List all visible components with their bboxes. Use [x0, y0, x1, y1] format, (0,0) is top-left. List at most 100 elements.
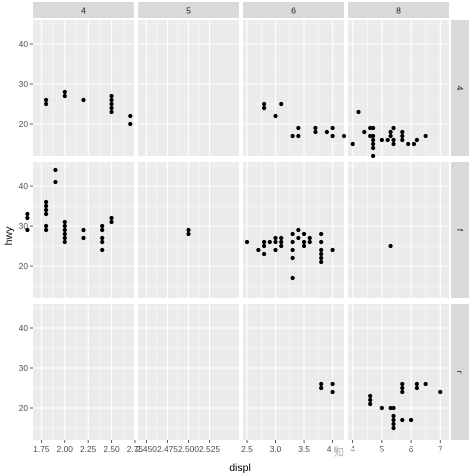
data-point: [400, 133, 405, 139]
x-tick-label: 5: [380, 444, 385, 454]
data-point: [62, 227, 67, 233]
data-point: [379, 137, 384, 143]
data-point: [368, 133, 373, 139]
data-point: [290, 133, 295, 139]
data-point: [128, 121, 133, 127]
data-point: [301, 239, 307, 245]
data-point: [356, 109, 361, 115]
data-point: [388, 129, 393, 135]
panel-6-f: [243, 162, 344, 298]
panel-background: [33, 304, 134, 440]
data-point: [43, 223, 49, 229]
data-point: [391, 405, 396, 411]
data-point: [62, 89, 67, 95]
data-point: [279, 243, 284, 249]
facet-panels: [25, 20, 449, 440]
data-point: [186, 231, 191, 237]
data-point: [319, 385, 324, 391]
data-point: [186, 227, 191, 233]
data-point: [81, 235, 86, 241]
data-point: [362, 129, 367, 135]
column-strip-label: 6: [291, 6, 296, 16]
panel-4-r: [33, 304, 134, 440]
data-point: [330, 125, 335, 131]
column-strip-8: [348, 2, 449, 18]
x-tick-label: 2.525: [199, 444, 220, 454]
y-tick-label: 40: [19, 181, 29, 191]
y-tick-label: 20: [19, 403, 29, 413]
data-point: [109, 215, 114, 221]
data-point: [128, 113, 133, 119]
data-point: [25, 215, 30, 221]
data-point: [379, 405, 384, 411]
data-point: [391, 425, 396, 431]
data-point: [296, 227, 301, 233]
data-point: [43, 227, 49, 233]
data-point: [391, 413, 396, 419]
panel-background: [348, 304, 449, 440]
data-point: [244, 239, 250, 245]
data-point: [368, 125, 373, 131]
panel-4-4: [33, 20, 134, 156]
data-point: [262, 105, 267, 111]
data-point: [423, 133, 428, 139]
data-point: [100, 239, 105, 245]
data-point: [109, 219, 114, 225]
data-point: [319, 231, 324, 237]
row-strip-label: r: [455, 371, 465, 374]
column-strip-4: [33, 2, 134, 18]
row-strip-f: [451, 162, 469, 298]
data-point: [273, 113, 278, 119]
data-point: [400, 385, 405, 391]
data-point: [273, 239, 278, 245]
data-point: [313, 125, 318, 131]
data-point: [330, 381, 335, 387]
x-tick-label: 2.75: [127, 444, 144, 454]
data-point: [81, 227, 86, 233]
data-point: [341, 133, 347, 139]
data-point: [296, 125, 301, 131]
data-point: [262, 243, 267, 249]
data-point: [296, 133, 301, 139]
data-point: [391, 417, 396, 423]
row-strip-label: 4: [455, 86, 465, 91]
data-point: [414, 381, 419, 387]
y-tick-label: 40: [19, 39, 29, 49]
data-point: [81, 97, 86, 103]
column-strip-label: 5: [186, 6, 191, 16]
data-point: [43, 207, 49, 213]
x-tick-label: 7: [438, 444, 443, 454]
data-point: [319, 255, 324, 261]
watermark-text: 知乎 @刘写字的地方: [350, 445, 457, 459]
x-tick-label: 4: [350, 444, 355, 454]
data-point: [53, 167, 58, 173]
data-point: [256, 247, 261, 253]
row-strip-label: f: [455, 229, 465, 232]
data-point: [100, 235, 105, 241]
data-point: [290, 275, 295, 281]
x-tick-label: 2.50: [103, 444, 120, 454]
data-point: [109, 101, 114, 107]
data-point: [279, 101, 284, 107]
data-point: [368, 397, 373, 403]
data-point: [414, 137, 419, 143]
data-point: [301, 231, 307, 237]
y-tick-label: 30: [19, 79, 29, 89]
data-point: [319, 259, 324, 265]
svg-text:知: 知: [334, 446, 344, 459]
data-point: [319, 247, 324, 253]
data-point: [100, 223, 105, 229]
data-point: [408, 417, 414, 423]
y-axis: 20 30 40 20 30 40 20 30 40: [19, 39, 33, 413]
y-axis-title: hwy: [3, 226, 15, 245]
panel-background: [348, 162, 449, 298]
data-point: [307, 239, 312, 245]
data-point: [25, 227, 30, 233]
panel-8-r: [348, 304, 449, 440]
panel-5-r: [138, 304, 239, 440]
data-point: [62, 235, 67, 241]
data-point: [262, 239, 267, 245]
data-point: [400, 129, 405, 135]
x-tick-label: 3.5: [298, 444, 310, 454]
